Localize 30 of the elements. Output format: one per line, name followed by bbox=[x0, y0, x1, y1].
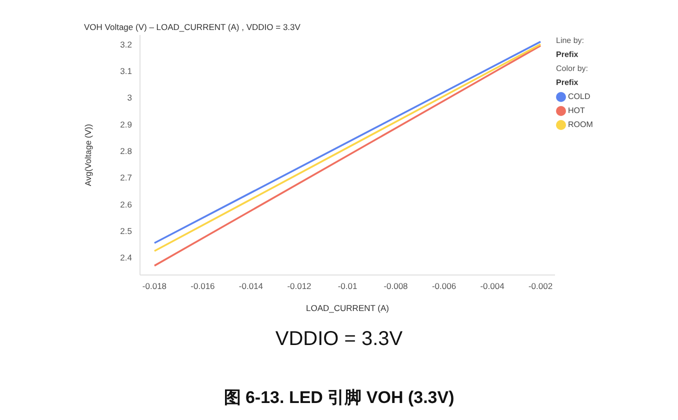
y-tick-label: 2.8 bbox=[120, 146, 132, 156]
x-tick-label: -0.018 bbox=[142, 281, 167, 292]
x-tick-label: -0.01 bbox=[338, 281, 358, 292]
x-axis-title: LOAD_CURRENT (A) bbox=[306, 303, 390, 313]
x-tick-label: -0.016 bbox=[190, 281, 216, 292]
text: Color by: bbox=[556, 63, 590, 75]
y-tick-label: 3 bbox=[127, 92, 132, 103]
legend-title: Prefix bbox=[556, 77, 580, 89]
y-tick-label: 2.6 bbox=[120, 199, 132, 210]
x-tick-label: -0.006 bbox=[432, 281, 456, 292]
x-tick-label: -0.012 bbox=[287, 281, 312, 292]
y-tick-label: 2.5 bbox=[120, 226, 132, 236]
text: VDDIO = 3.3V bbox=[274, 328, 404, 351]
y-tick-label: 2.4 bbox=[120, 252, 132, 263]
y-tick-label: 2.9 bbox=[120, 119, 132, 130]
y-axis-title: Avg(Voltage (V)) bbox=[83, 124, 94, 186]
text: Line by: bbox=[556, 35, 586, 47]
y-tick-label: 2.7 bbox=[120, 172, 132, 183]
caption: 图 6-13. LED 引脚 VOH (3.3V) bbox=[222, 387, 456, 409]
legend-label: HOT bbox=[568, 105, 585, 117]
y-tick-label: 3.2 bbox=[120, 39, 132, 50]
x-tick-label: -0.014 bbox=[238, 281, 264, 292]
text: Prefix bbox=[556, 49, 580, 61]
legend-label: COLD bbox=[568, 91, 590, 103]
chart-title: VOH Voltage (V) – LOAD_CURRENT (A) , VDDIO = 3.3V bbox=[84, 22, 300, 32]
x-tick-label: -0.004 bbox=[480, 281, 505, 292]
legend-label: ROOM bbox=[568, 119, 593, 131]
x-tick-label: -0.002 bbox=[528, 281, 553, 292]
x-tick-label: -0.008 bbox=[384, 281, 408, 292]
y-tick-label: 3.1 bbox=[120, 66, 132, 76]
